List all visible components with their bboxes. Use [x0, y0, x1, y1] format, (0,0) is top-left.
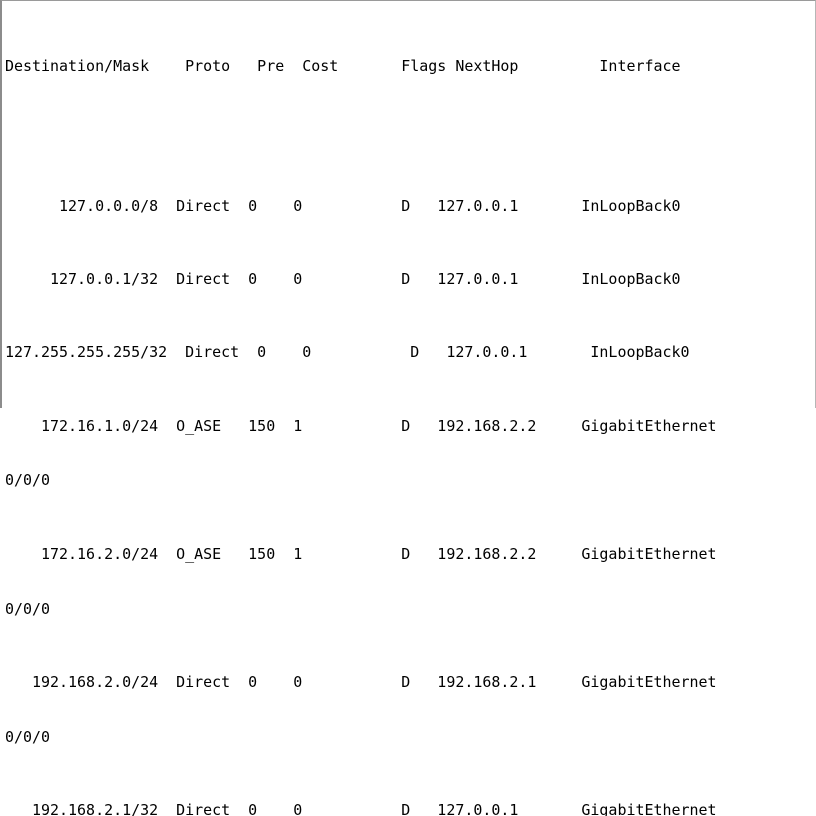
table-row-interface-wrap: 0/0/0 — [5, 727, 51, 746]
table-header-row: Destination/Mask Proto Pre Cost Flags Ne… — [5, 56, 681, 75]
table-row: 127.0.0.0/8 Direct 0 0 D 127.0.0.1 InLoo… — [5, 196, 681, 215]
table-row-interface-wrap: 0/0/0 — [5, 599, 51, 618]
table-row: 172.16.2.0/24 O_ASE 150 1 D 192.168.2.2 … — [5, 544, 717, 563]
table-row: 192.168.2.1/32 Direct 0 0 D 127.0.0.1 Gi… — [5, 800, 717, 816]
table-row: 127.255.255.255/32 Direct 0 0 D 127.0.0.… — [5, 343, 690, 362]
table-row: 192.168.2.0/24 Direct 0 0 D 192.168.2.1 … — [5, 672, 717, 691]
table-row: 172.16.1.0/24 O_ASE 150 1 D 192.168.2.2 … — [5, 416, 717, 435]
header-body-spacer — [5, 130, 803, 142]
table-row: 127.0.0.1/32 Direct 0 0 D 127.0.0.1 InLo… — [5, 270, 681, 289]
console-output: Destination/Mask Proto Pre Cost Flags Ne… — [5, 2, 803, 816]
table-row-interface-wrap: 0/0/0 — [5, 471, 51, 490]
